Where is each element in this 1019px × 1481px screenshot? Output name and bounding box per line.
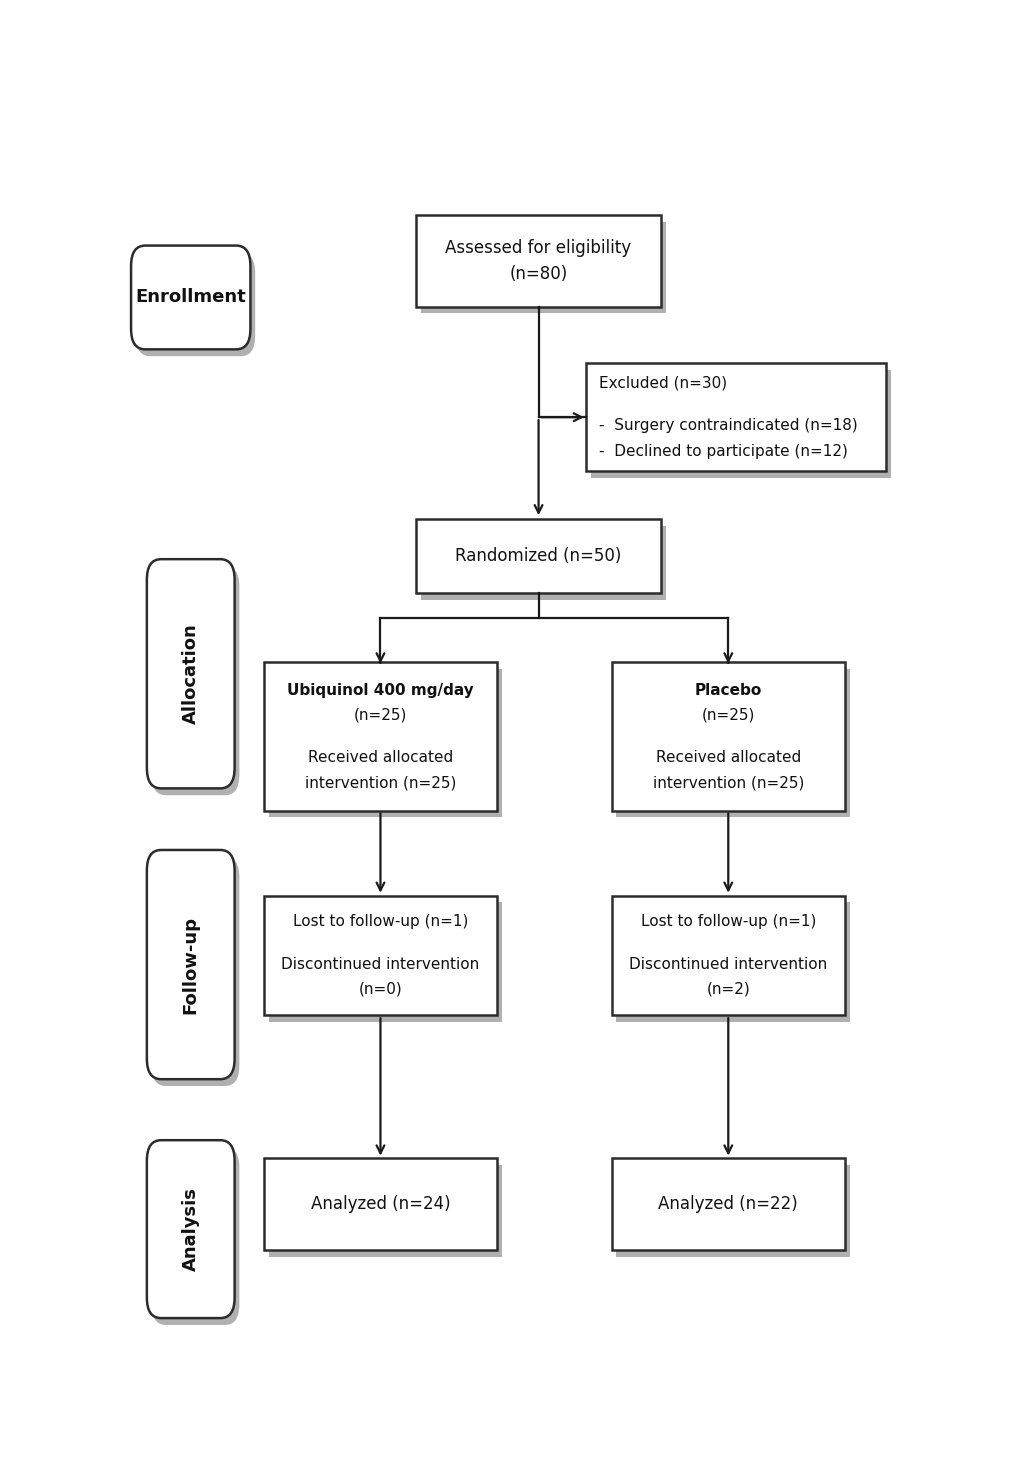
Text: Assessed for eligibility: Assessed for eligibility: [445, 240, 631, 258]
Bar: [611, 896, 844, 1016]
FancyBboxPatch shape: [136, 252, 255, 357]
Bar: [416, 520, 660, 594]
Text: -  Declined to participate (n=12): - Declined to participate (n=12): [598, 444, 847, 459]
FancyBboxPatch shape: [130, 246, 251, 350]
Bar: [590, 370, 891, 478]
Text: Analysis: Analysis: [181, 1188, 200, 1271]
FancyBboxPatch shape: [147, 560, 234, 788]
Text: (n=25): (n=25): [701, 708, 754, 723]
Text: Discontinued intervention: Discontinued intervention: [281, 957, 479, 972]
Text: Enrollment: Enrollment: [136, 289, 246, 307]
Text: Received allocated: Received allocated: [308, 751, 452, 766]
Bar: [264, 662, 496, 810]
Text: Randomized (n=50): Randomized (n=50): [454, 548, 622, 566]
Bar: [264, 1158, 496, 1250]
Text: (n=0): (n=0): [359, 982, 401, 997]
Text: intervention (n=25): intervention (n=25): [652, 776, 803, 791]
Text: intervention (n=25): intervention (n=25): [305, 776, 455, 791]
FancyBboxPatch shape: [152, 1148, 239, 1325]
Bar: [268, 902, 501, 1022]
Text: Lost to follow-up (n=1): Lost to follow-up (n=1): [292, 914, 468, 929]
FancyBboxPatch shape: [152, 857, 239, 1086]
Text: Lost to follow-up (n=1): Lost to follow-up (n=1): [640, 914, 815, 929]
Bar: [421, 222, 665, 314]
Text: (n=25): (n=25): [354, 708, 407, 723]
Bar: [615, 1166, 849, 1256]
Text: Allocation: Allocation: [181, 624, 200, 724]
Text: (n=80): (n=80): [508, 265, 568, 283]
Text: Discontinued intervention: Discontinued intervention: [629, 957, 826, 972]
Bar: [268, 1166, 501, 1256]
Text: -  Surgery contraindicated (n=18): - Surgery contraindicated (n=18): [598, 419, 857, 434]
Bar: [611, 1158, 844, 1250]
FancyBboxPatch shape: [147, 1140, 234, 1318]
Text: Follow-up: Follow-up: [181, 915, 200, 1013]
Bar: [264, 896, 496, 1016]
FancyBboxPatch shape: [147, 850, 234, 1080]
Text: Analyzed (n=22): Analyzed (n=22): [657, 1195, 798, 1213]
Bar: [416, 215, 660, 307]
Text: Received allocated: Received allocated: [655, 751, 800, 766]
FancyBboxPatch shape: [152, 566, 239, 795]
Text: Ubiquinol 400 mg/day: Ubiquinol 400 mg/day: [286, 683, 474, 698]
Text: (n=2): (n=2): [706, 982, 749, 997]
Bar: [268, 669, 501, 818]
Text: Analyzed (n=24): Analyzed (n=24): [311, 1195, 449, 1213]
Bar: [615, 669, 849, 818]
Bar: [611, 662, 844, 810]
Text: Placebo: Placebo: [694, 683, 761, 698]
Bar: [421, 526, 665, 600]
Text: Excluded (n=30): Excluded (n=30): [598, 376, 727, 391]
Bar: [615, 902, 849, 1022]
Bar: [586, 363, 886, 471]
